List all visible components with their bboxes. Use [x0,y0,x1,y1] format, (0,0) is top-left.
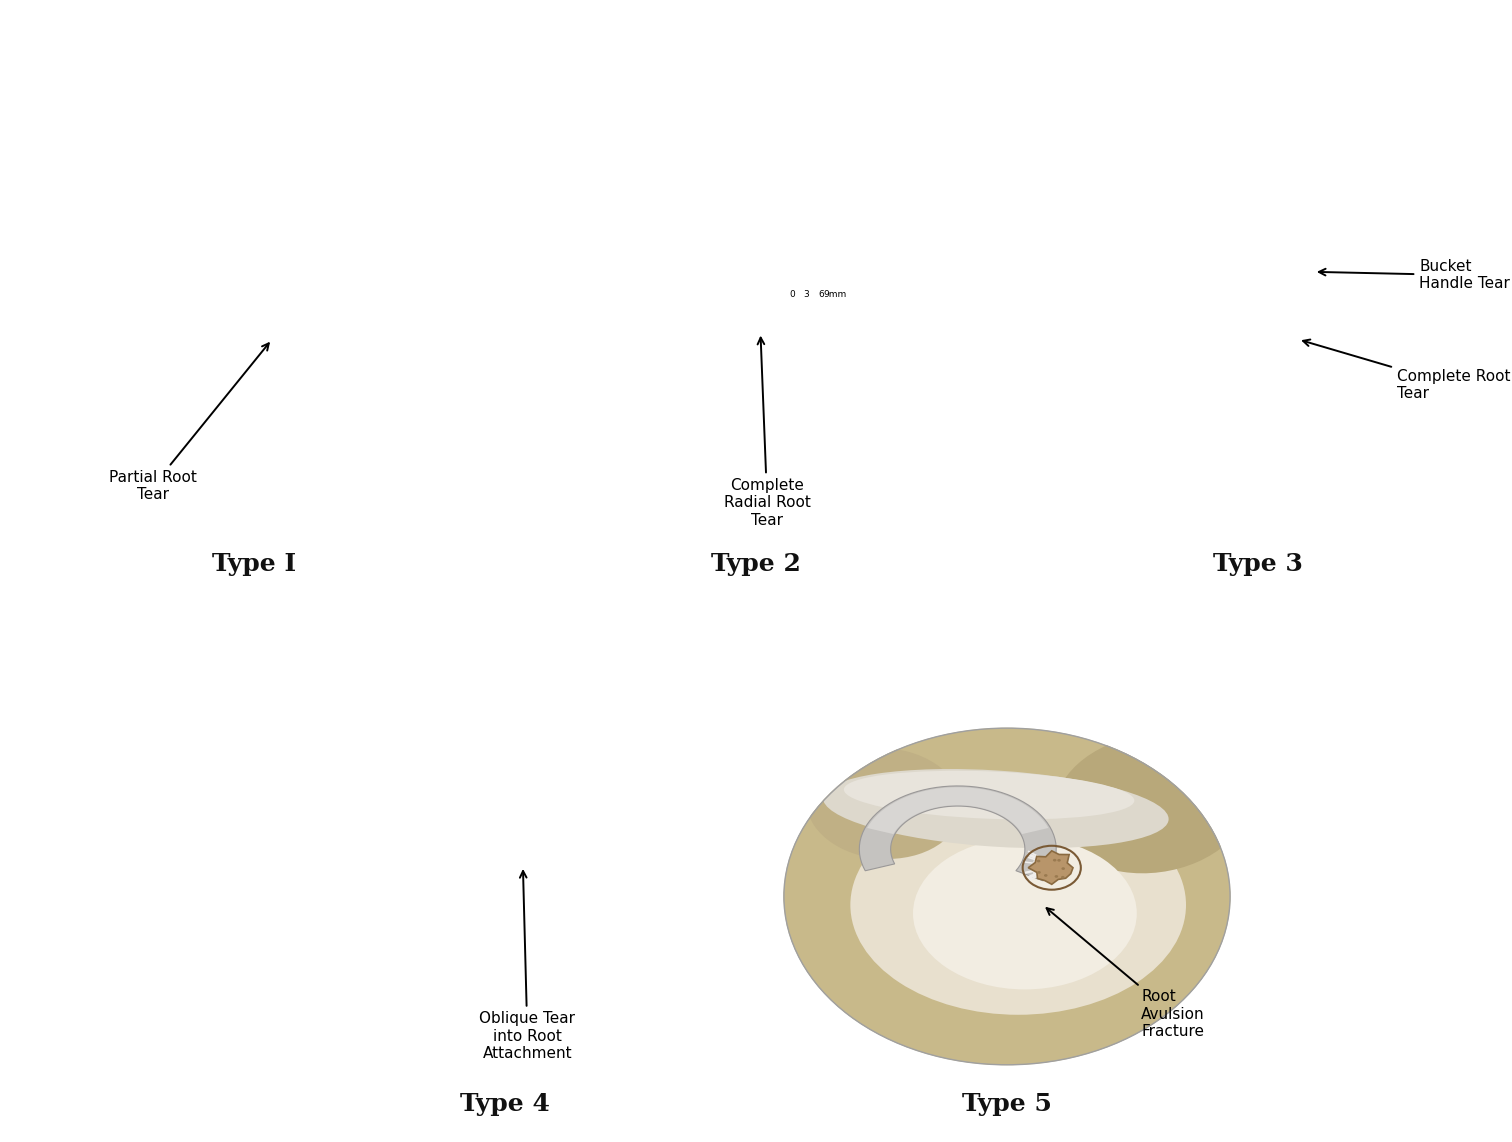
Ellipse shape [1095,234,1385,282]
Ellipse shape [1305,196,1501,337]
Text: Type 2: Type 2 [711,552,801,577]
Ellipse shape [593,234,883,282]
Text: Type 4: Type 4 [460,1092,550,1117]
Polygon shape [1110,249,1308,344]
Polygon shape [357,786,555,880]
Ellipse shape [1057,211,1213,322]
Text: Type 3: Type 3 [1213,552,1303,577]
Circle shape [1061,876,1064,878]
Text: Root
Avulsion
Fracture: Root Avulsion Fracture [1046,908,1205,1039]
Polygon shape [364,787,546,834]
Text: Partial Root
Tear: Partial Root Tear [109,344,269,502]
Ellipse shape [552,733,748,874]
Ellipse shape [850,795,1185,1015]
Ellipse shape [53,211,209,322]
Text: 3: 3 [803,290,809,299]
Ellipse shape [1297,319,1317,339]
Polygon shape [615,250,797,297]
Polygon shape [106,249,304,344]
Circle shape [1043,874,1048,877]
Text: 0: 0 [789,290,795,299]
Polygon shape [113,250,295,297]
Circle shape [281,727,729,1065]
Circle shape [783,727,1231,1065]
Ellipse shape [803,196,999,337]
Ellipse shape [70,232,416,312]
Ellipse shape [913,837,1137,989]
Ellipse shape [662,300,886,452]
Circle shape [1037,871,1040,874]
Text: Bucket
Handle Tear: Bucket Handle Tear [1318,259,1510,291]
Text: Complete Root
Tear: Complete Root Tear [1303,339,1510,401]
Circle shape [30,191,478,529]
Ellipse shape [555,211,711,322]
Ellipse shape [411,837,635,989]
Ellipse shape [599,258,934,478]
Ellipse shape [795,319,815,339]
Ellipse shape [1101,258,1436,478]
Polygon shape [859,786,1057,880]
Circle shape [1061,867,1064,870]
Ellipse shape [1054,733,1250,874]
Ellipse shape [342,771,632,819]
Circle shape [1052,859,1057,861]
Ellipse shape [1074,232,1420,312]
Ellipse shape [91,234,381,282]
Text: 9mm: 9mm [824,290,847,299]
Ellipse shape [1164,300,1388,452]
Ellipse shape [348,795,683,1015]
Polygon shape [866,787,1048,834]
Circle shape [532,191,980,529]
Text: Type I: Type I [212,552,296,577]
Polygon shape [1028,851,1074,884]
Ellipse shape [844,771,1134,819]
Ellipse shape [293,319,313,339]
Ellipse shape [544,855,564,876]
Text: Oblique Tear
into Root
Attachment: Oblique Tear into Root Attachment [479,871,576,1061]
Ellipse shape [160,300,384,452]
Ellipse shape [304,748,460,859]
Ellipse shape [321,769,667,849]
Polygon shape [608,249,806,344]
Ellipse shape [1046,855,1066,876]
Ellipse shape [806,748,962,859]
Ellipse shape [823,769,1169,849]
Polygon shape [1170,232,1325,263]
Circle shape [1057,859,1061,862]
Circle shape [1054,875,1058,878]
Text: Complete
Radial Root
Tear: Complete Radial Root Tear [724,338,810,528]
Text: 6: 6 [818,290,824,299]
Ellipse shape [572,232,918,312]
Ellipse shape [97,258,432,478]
Ellipse shape [301,196,497,337]
Text: Type 5: Type 5 [962,1092,1052,1117]
Circle shape [1034,191,1482,529]
Polygon shape [1117,250,1299,297]
Circle shape [1037,860,1040,862]
